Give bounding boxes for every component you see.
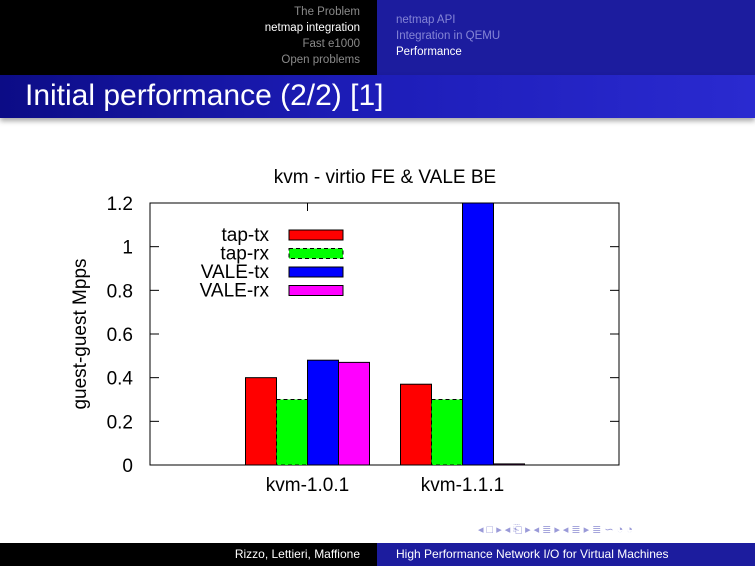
nav-symbol-icon-8[interactable]: ▸ bbox=[554, 524, 561, 536]
footer-talk-title: High Performance Network I/O for Virtual… bbox=[396, 547, 669, 561]
slide-header: The Problem netmap integration Fast e1000 O… bbox=[0, 0, 755, 75]
bar-VALE-tx-kvm-1.1.1 bbox=[462, 202, 494, 466]
y-tick-label: 0.8 bbox=[107, 281, 133, 302]
footer-right: High Performance Network I/O for Virtual… bbox=[377, 543, 755, 566]
y-tick-label: 1 bbox=[122, 238, 133, 259]
nav-symbol-icon-15[interactable]: ◔ bbox=[626, 524, 634, 536]
legend-swatch-tap-rx bbox=[288, 248, 344, 259]
chart-title: kvm - virtio FE & VALE BE bbox=[274, 167, 496, 188]
nav-symbol-icon-2[interactable]: ▸ bbox=[496, 524, 503, 536]
section-link-3[interactable]: Open problems bbox=[281, 54, 360, 66]
legend-label-tap-tx: tap-tx bbox=[221, 225, 269, 246]
x-tick-label: kvm-1.1.1 bbox=[421, 475, 504, 496]
y-axis-label: guest-guest Mpps bbox=[70, 258, 91, 409]
section-nav: The Problem netmap integration Fast e1000 O… bbox=[0, 0, 377, 75]
nav-symbol-icon-4[interactable]: ⎗ bbox=[513, 524, 524, 536]
x-tick-label: kvm-1.0.1 bbox=[266, 475, 349, 496]
legend-swatch-VALE-rx bbox=[288, 285, 344, 296]
nav-symbol-icon-14[interactable]: ◔ bbox=[616, 524, 625, 536]
legend-label-VALE-tx: VALE-tx bbox=[201, 262, 270, 283]
beamer-navigation-symbols[interactable]: ◂ □ ▸ ◂ ⎗ ▸ ◂ ≣ ▸ ◂ ≣ ▸ ≣ ∽ ◔ ◔ bbox=[478, 523, 750, 539]
y-tick-label: 0.2 bbox=[107, 412, 133, 433]
nav-symbol-icon-5[interactable]: ▸ bbox=[525, 524, 532, 536]
nav-symbol-icon-13[interactable]: ∽ bbox=[604, 524, 615, 536]
legend-swatch-tap-tx bbox=[288, 229, 344, 241]
bar-chart: kvm - virtio FE & VALE BE 0 0.2 0.4 0.6 0.8 1 1… bbox=[70, 167, 620, 496]
nav-symbol-icon-0[interactable]: ◂ bbox=[478, 524, 485, 536]
nav-symbol-icon-7[interactable]: ≣ bbox=[542, 524, 553, 536]
subsection-nav: netmap API Integration in QEMU Performance bbox=[377, 0, 755, 75]
bar-tap-tx-kvm-1.1.1 bbox=[400, 383, 432, 466]
subsection-link-2[interactable]: Performance bbox=[396, 46, 462, 58]
subsection-list: netmap API Integration in QEMU Performance bbox=[396, 12, 500, 60]
y-tick-label: 0 bbox=[122, 456, 133, 477]
bar-VALE-tx-kvm-1.0.1 bbox=[307, 359, 339, 466]
section-link-2[interactable]: Fast e1000 bbox=[302, 38, 360, 50]
nav-symbol-icon-9[interactable]: ◂ bbox=[562, 524, 570, 536]
nav-symbol-icon-1[interactable]: □ bbox=[486, 524, 495, 536]
nav-symbol-icon-11[interactable]: ▸ bbox=[583, 524, 591, 536]
slide-footer: Rizzo, Lettieri, Maffione High Performan… bbox=[0, 543, 755, 566]
slide-title: Initial performance (2/2) [1] bbox=[25, 79, 384, 112]
bar-tap-rx-kvm-1.0.1 bbox=[276, 399, 308, 466]
nav-symbol-icon-3[interactable]: ◂ bbox=[504, 524, 512, 536]
nav-symbol-icon-12[interactable]: ≣ bbox=[592, 524, 603, 536]
section-list: The Problem netmap integration Fast e1000 O… bbox=[265, 4, 360, 68]
bar-tap-tx-kvm-1.0.1 bbox=[245, 377, 277, 466]
nav-symbol-icon-6[interactable]: ◂ bbox=[533, 524, 541, 536]
subsection-link-0[interactable]: netmap API bbox=[396, 14, 456, 26]
y-tick-label: 1.2 bbox=[107, 194, 133, 215]
title-bar: Initial performance (2/2) [1] bbox=[0, 75, 755, 118]
bar-VALE-rx-kvm-1.1.1 bbox=[493, 463, 525, 466]
subsection-link-1[interactable]: Integration in QEMU bbox=[396, 30, 501, 42]
section-link-0[interactable]: The Problem bbox=[294, 6, 360, 18]
legend-label-tap-rx: tap-rx bbox=[220, 244, 269, 265]
legend-swatch-VALE-tx bbox=[288, 266, 344, 278]
section-link-1[interactable]: netmap integration bbox=[264, 22, 360, 34]
bar-VALE-rx-kvm-1.0.1 bbox=[338, 361, 370, 466]
nav-symbol-icon-10[interactable]: ≣ bbox=[571, 524, 582, 536]
bar-tap-rx-kvm-1.1.1 bbox=[431, 399, 463, 466]
footer-authors: Rizzo, Lettieri, Maffione bbox=[234, 547, 360, 561]
plot-frame bbox=[149, 202, 620, 466]
footer-left: Rizzo, Lettieri, Maffione bbox=[0, 543, 377, 566]
legend-label-VALE-rx: VALE-rx bbox=[200, 281, 270, 302]
y-tick-label: 0.6 bbox=[107, 325, 133, 346]
y-tick-label: 0.4 bbox=[107, 369, 134, 390]
